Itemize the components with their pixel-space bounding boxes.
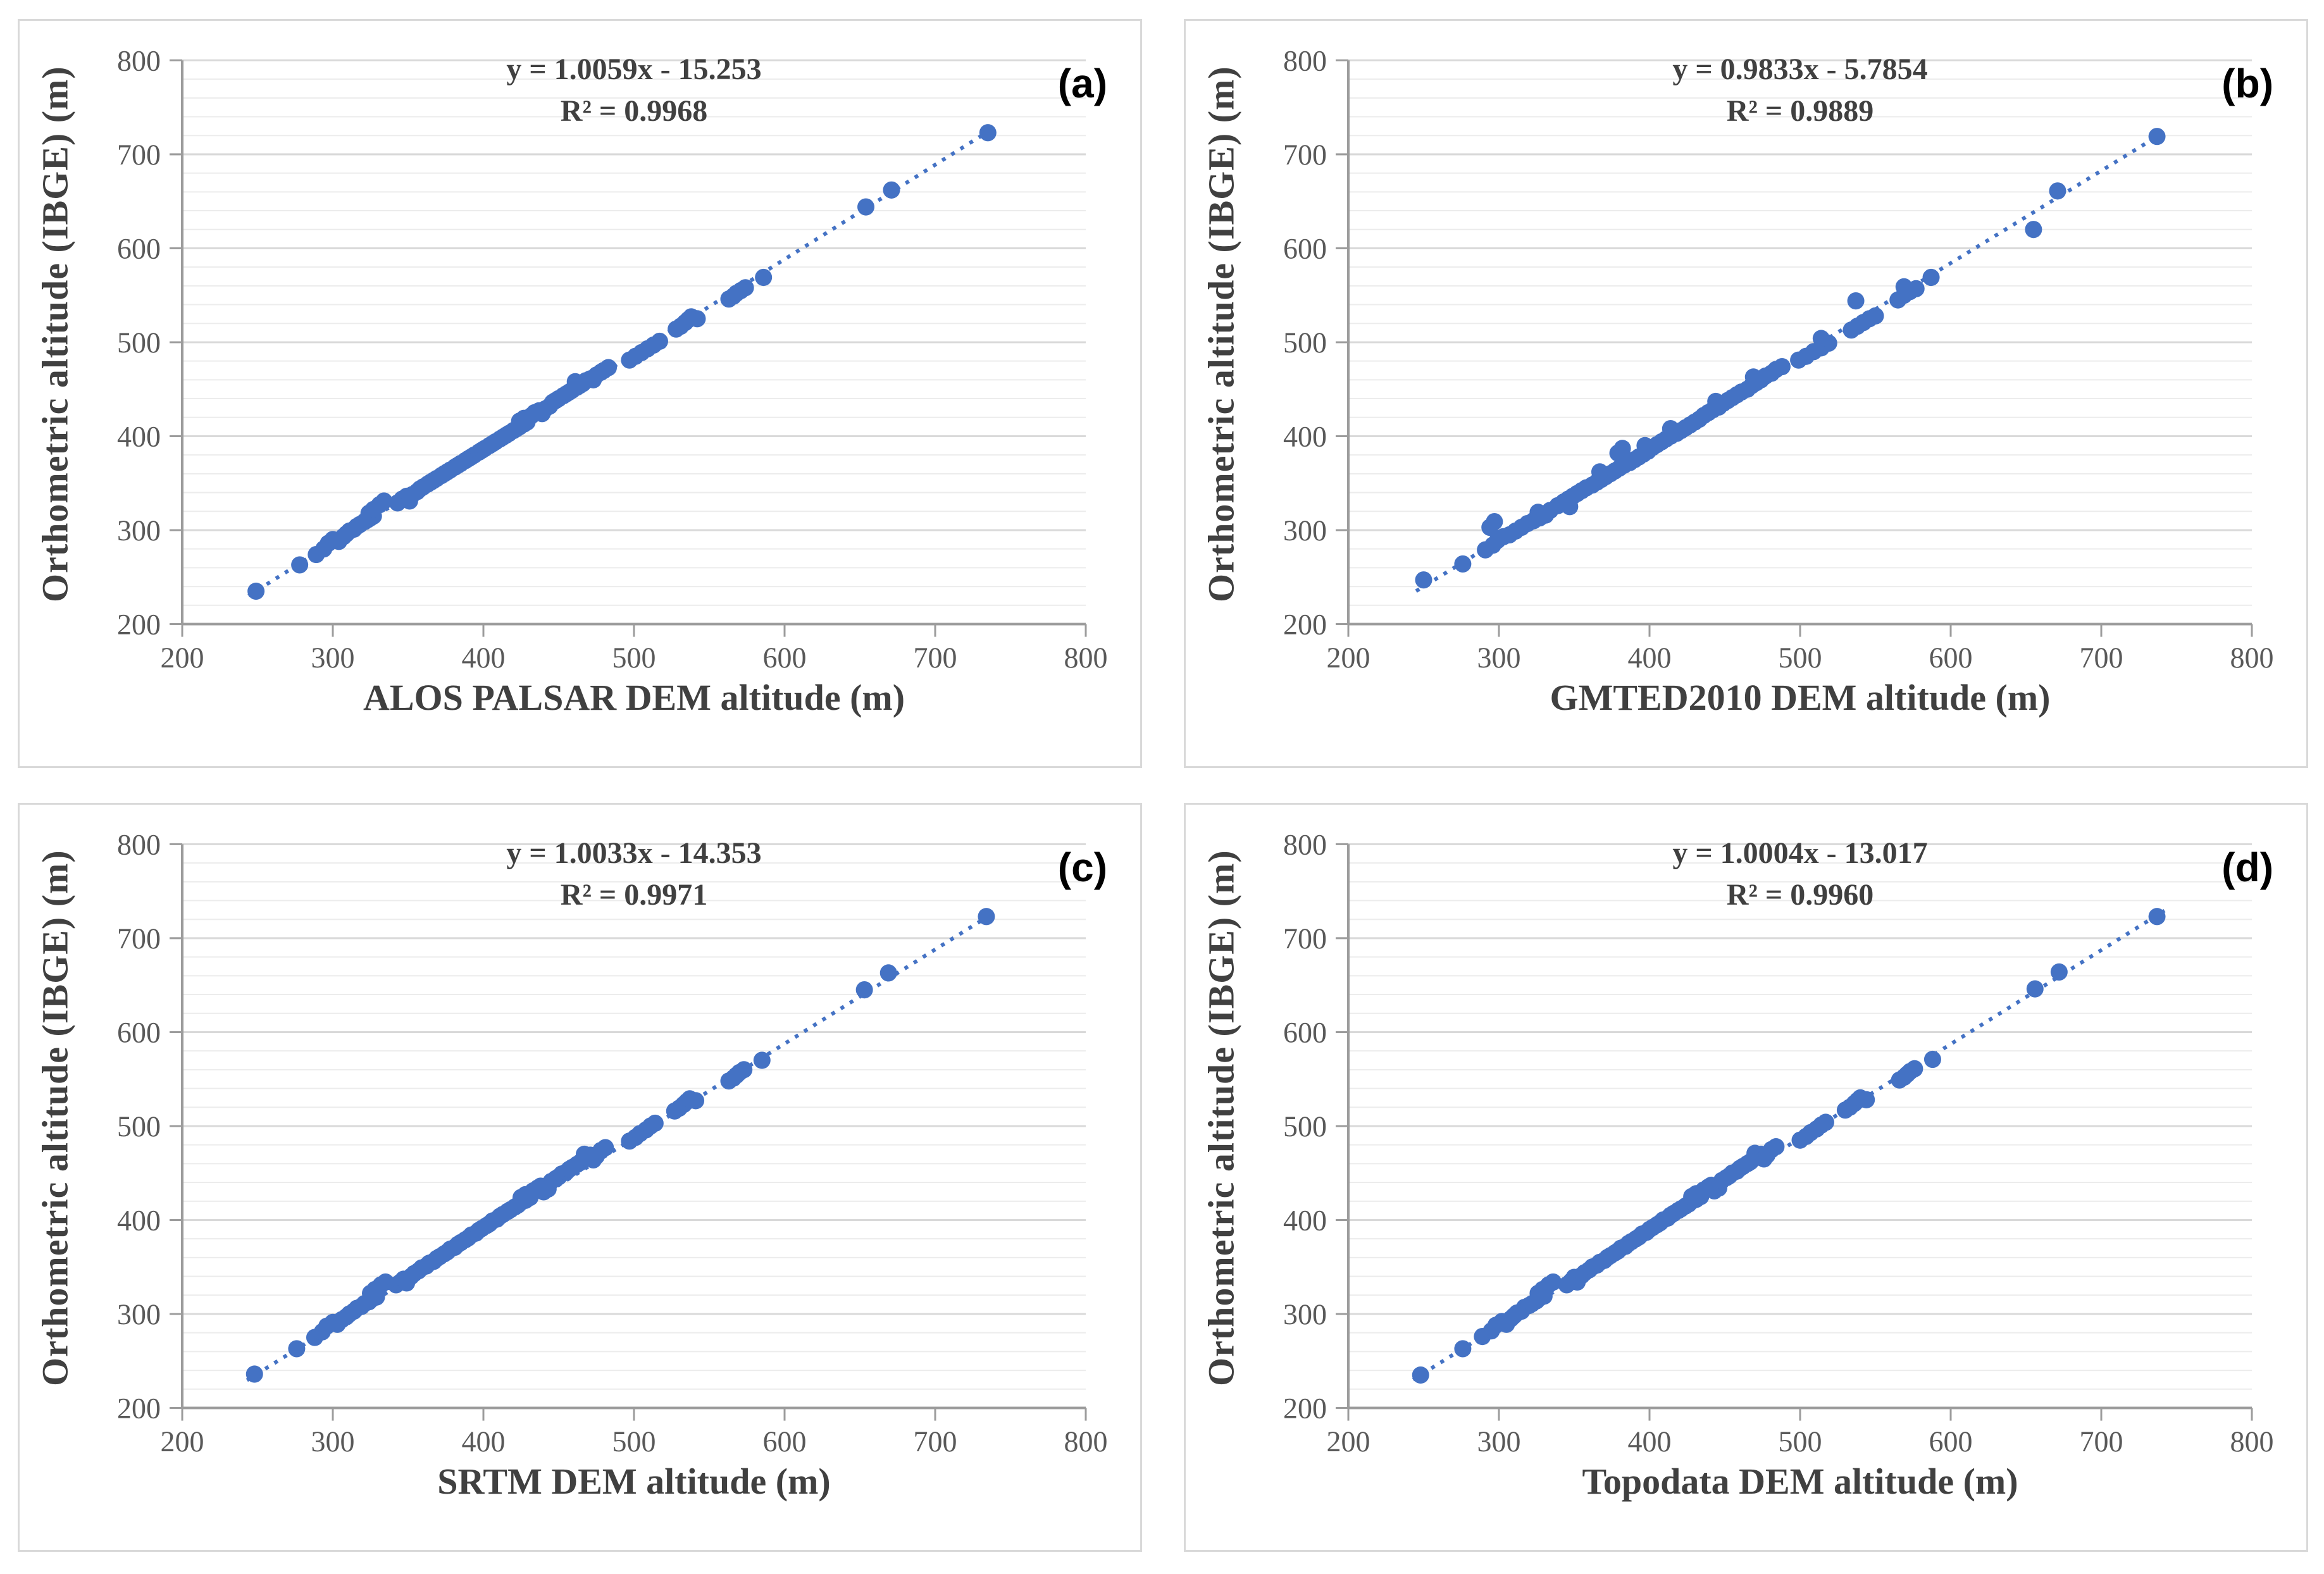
svg-text:800: 800	[1064, 1425, 1108, 1458]
svg-text:300: 300	[311, 641, 355, 674]
svg-text:500: 500	[1283, 1110, 1327, 1143]
svg-text:300: 300	[1477, 641, 1521, 674]
svg-text:500: 500	[612, 1425, 656, 1458]
svg-text:600: 600	[1283, 232, 1327, 264]
svg-text:700: 700	[2080, 1425, 2123, 1458]
svg-text:400: 400	[117, 1204, 161, 1236]
svg-text:500: 500	[117, 1110, 161, 1143]
panel-label-a: (a)	[1057, 61, 1107, 106]
panel-b: 200 300 400 500 600 700 800 200 300 400 500 600 700 8…	[1184, 19, 2308, 768]
svg-text:400: 400	[117, 420, 161, 452]
panel-label-d: (d)	[2221, 845, 2273, 890]
svg-text:800: 800	[1283, 44, 1327, 77]
scatter-chart-topodata: 200 300 400 500 600 700 800 200 300 400 500 600 700 8…	[1283, 828, 2274, 1458]
scatter-chart-srtm: 200 300 400 500 600 700 800 200 300 400 500 600 700 8…	[117, 828, 1108, 1458]
panel-a: 200 300 400 500 600 700 800 200 300 400 500 600 700 8…	[18, 19, 1142, 768]
x-axis-title: Topodata DEM altitude (m)	[1582, 1461, 2018, 1502]
svg-text:700: 700	[117, 922, 161, 955]
svg-text:800: 800	[117, 44, 161, 77]
scatter-chart-gmted2010: 200 300 400 500 600 700 800 200 300 400 500 600 700 8…	[1283, 44, 2274, 674]
svg-text:200: 200	[1327, 1425, 1370, 1458]
svg-text:300: 300	[1477, 1425, 1521, 1458]
svg-text:500: 500	[117, 326, 161, 359]
y-axis-title: Orthometric altitude (IBGE) (m)	[1200, 66, 1242, 602]
svg-text:500: 500	[1779, 641, 1822, 674]
svg-text:700: 700	[1283, 922, 1327, 955]
svg-text:700: 700	[117, 139, 161, 171]
svg-text:700: 700	[914, 1425, 957, 1458]
svg-text:400: 400	[462, 1425, 506, 1458]
panel-c: 200 300 400 500 600 700 800 200 300 400 500 600 700 8…	[18, 803, 1142, 1552]
svg-text:800: 800	[1064, 641, 1108, 674]
svg-text:700: 700	[914, 641, 957, 674]
svg-text:600: 600	[1929, 641, 1973, 674]
svg-text:300: 300	[1283, 1298, 1327, 1330]
svg-text:700: 700	[2080, 641, 2123, 674]
x-axis-title: ALOS PALSAR DEM altitude (m)	[363, 677, 905, 718]
x-axis-title: SRTM DEM altitude (m)	[437, 1461, 831, 1502]
y-axis-title: Orthometric altitude (IBGE) (m)	[34, 850, 76, 1386]
svg-text:700: 700	[1283, 139, 1327, 171]
svg-text:600: 600	[763, 1425, 807, 1458]
panel-label-c: (c)	[1057, 845, 1107, 890]
svg-text:300: 300	[1283, 514, 1327, 547]
svg-text:200: 200	[1283, 1392, 1327, 1424]
svg-text:200: 200	[161, 1425, 204, 1458]
svg-text:500: 500	[612, 641, 656, 674]
svg-text:400: 400	[1628, 1425, 1672, 1458]
svg-text:200: 200	[117, 1392, 161, 1424]
svg-text:400: 400	[1283, 1204, 1327, 1236]
svg-text:200: 200	[1283, 608, 1327, 640]
svg-text:500: 500	[1779, 1425, 1822, 1458]
svg-text:500: 500	[1283, 326, 1327, 359]
svg-text:600: 600	[1929, 1425, 1973, 1458]
svg-text:400: 400	[1283, 420, 1327, 452]
svg-text:600: 600	[763, 641, 807, 674]
svg-text:200: 200	[1327, 641, 1370, 674]
svg-text:600: 600	[117, 232, 161, 264]
svg-text:800: 800	[117, 828, 161, 860]
svg-text:800: 800	[1283, 828, 1327, 860]
svg-text:800: 800	[2230, 1425, 2274, 1458]
y-axis-title: Orthometric altitude (IBGE) (m)	[34, 66, 76, 602]
svg-text:300: 300	[311, 1425, 355, 1458]
scatter-chart-alos-palsar: 200 300 400 500 600 700 800 200 300 400 500 600 700 8…	[117, 44, 1108, 674]
svg-text:800: 800	[2230, 641, 2274, 674]
svg-text:400: 400	[462, 641, 506, 674]
panel-label-b: (b)	[2221, 61, 2273, 106]
svg-text:600: 600	[117, 1016, 161, 1048]
y-axis-title: Orthometric altitude (IBGE) (m)	[1200, 850, 1242, 1386]
svg-text:200: 200	[161, 641, 204, 674]
svg-text:300: 300	[117, 514, 161, 547]
x-axis-title: GMTED2010 DEM altitude (m)	[1550, 677, 2051, 718]
svg-text:400: 400	[1628, 641, 1672, 674]
svg-text:300: 300	[117, 1298, 161, 1330]
panel-d: 200 300 400 500 600 700 800 200 300 400 500 600 700 8…	[1184, 803, 2308, 1552]
svg-text:200: 200	[117, 608, 161, 640]
svg-text:600: 600	[1283, 1016, 1327, 1048]
